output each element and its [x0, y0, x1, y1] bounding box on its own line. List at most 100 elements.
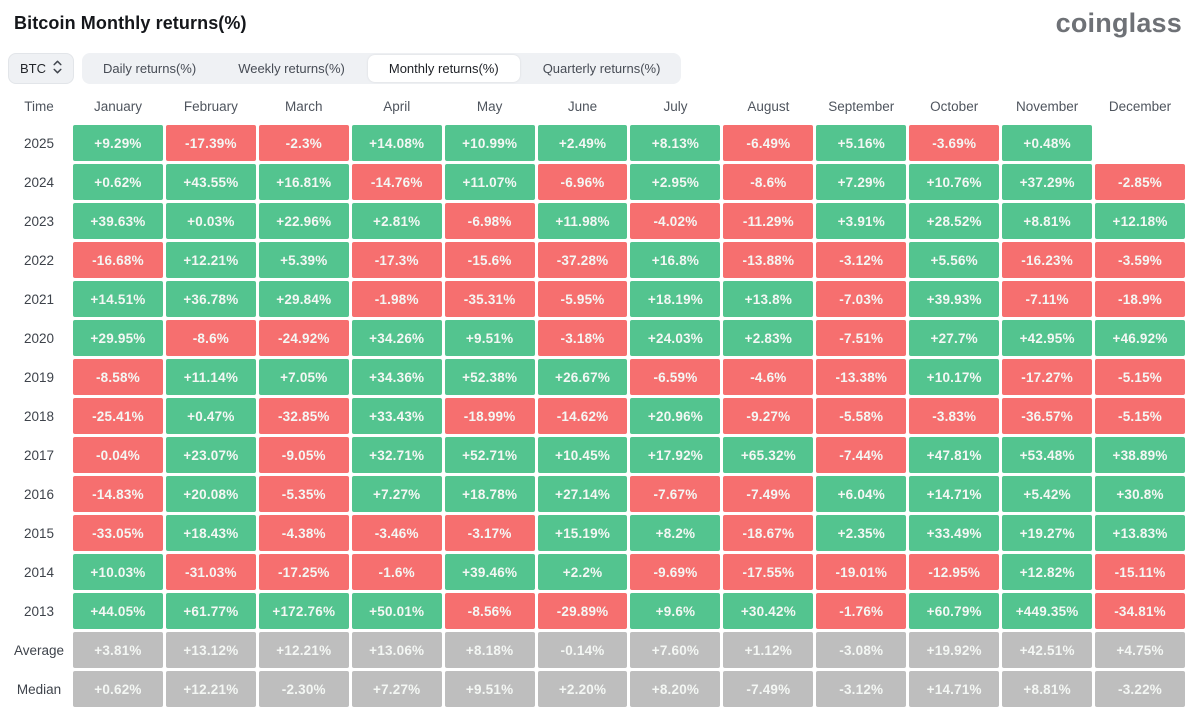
- return-cell: +2.95%: [630, 164, 721, 200]
- return-cell: +2.81%: [351, 203, 442, 239]
- tab-monthly-returns[interactable]: Monthly returns(%): [367, 55, 520, 82]
- returns-table: 2025 +9.29% -17.39% -2.3% +14.08% +10.99% +2.4…: [8, 125, 1185, 707]
- return-cell: -5.58%: [816, 398, 907, 434]
- return-cell: -13.38%: [816, 359, 907, 395]
- row-label: Average: [13, 642, 65, 658]
- table-header-row: Time January February March April May June Jul…: [8, 91, 1185, 122]
- return-cell: -17.27%: [1002, 359, 1093, 395]
- return-cell: +60.79%: [909, 593, 1000, 629]
- return-cell: +1.12%: [723, 632, 814, 668]
- return-cell: -37.28%: [537, 242, 628, 278]
- return-cell: -32.85%: [258, 398, 349, 434]
- return-cell: +449.35%: [1002, 593, 1093, 629]
- row-label: 2014: [23, 564, 55, 580]
- return-cell: +12.82%: [1002, 554, 1093, 590]
- return-cell: +14.71%: [909, 671, 1000, 707]
- month-header: October: [930, 99, 979, 114]
- return-cell: +42.51%: [1002, 632, 1093, 668]
- return-cell: -8.6%: [723, 164, 814, 200]
- return-cell: +9.51%: [444, 671, 535, 707]
- return-cell: +11.07%: [444, 164, 535, 200]
- return-cell: +26.67%: [537, 359, 628, 395]
- month-header: April: [383, 99, 411, 114]
- return-cell: -4.38%: [258, 515, 349, 551]
- return-cell: +8.81%: [1002, 203, 1093, 239]
- return-cell: -18.9%: [1095, 281, 1185, 317]
- return-cell: -5.95%: [537, 281, 628, 317]
- return-cell: -3.59%: [1095, 242, 1185, 278]
- return-cell: +2.83%: [723, 320, 814, 356]
- row-label: 2017: [23, 447, 55, 463]
- return-cell: +0.62%: [73, 164, 163, 200]
- month-header: February: [183, 99, 238, 114]
- tab-quarterly-returns[interactable]: Quarterly returns(%): [542, 61, 661, 76]
- return-cell: +30.8%: [1095, 476, 1185, 512]
- return-cell: +38.89%: [1095, 437, 1185, 473]
- month-header: December: [1108, 99, 1172, 114]
- page-title: Bitcoin Monthly returns(%): [14, 13, 247, 33]
- return-cell: +18.78%: [444, 476, 535, 512]
- return-cell: -18.67%: [723, 515, 814, 551]
- row-label: 2018: [23, 408, 55, 424]
- return-cell: +28.52%: [909, 203, 1000, 239]
- return-cell: -17.3%: [351, 242, 442, 278]
- symbol-select[interactable]: BTC: [8, 53, 74, 84]
- return-cell: -18.99%: [444, 398, 535, 434]
- return-cell: -0.14%: [537, 632, 628, 668]
- tab-daily-returns[interactable]: Daily returns(%): [103, 61, 197, 76]
- return-cell: -1.98%: [351, 281, 442, 317]
- return-cell: -24.92%: [258, 320, 349, 356]
- return-cell: +5.16%: [816, 125, 907, 161]
- return-cell: +47.81%: [909, 437, 1000, 473]
- return-cell: -15.6%: [444, 242, 535, 278]
- return-cell: +10.45%: [537, 437, 628, 473]
- month-header: September: [828, 99, 895, 114]
- return-cell: +11.98%: [537, 203, 628, 239]
- return-cell: +53.48%: [1002, 437, 1093, 473]
- updown-chevrons-icon: [53, 60, 62, 77]
- return-cell: -31.03%: [165, 554, 256, 590]
- return-cell: +27.7%: [909, 320, 1000, 356]
- return-cell: -3.08%: [816, 632, 907, 668]
- month-header: November: [1015, 99, 1079, 114]
- month-header: August: [747, 99, 790, 114]
- return-cell: -17.25%: [258, 554, 349, 590]
- month-header: January: [93, 99, 142, 114]
- return-cell: -5.15%: [1095, 359, 1185, 395]
- return-cell: +7.27%: [351, 671, 442, 707]
- return-cell: +0.47%: [165, 398, 256, 434]
- return-cell: +10.17%: [909, 359, 1000, 395]
- return-cell: -3.17%: [444, 515, 535, 551]
- return-cell: +29.84%: [258, 281, 349, 317]
- return-cell: +16.8%: [630, 242, 721, 278]
- month-header: July: [663, 99, 688, 114]
- row-label: 2013: [23, 603, 55, 619]
- return-cell: +13.06%: [351, 632, 442, 668]
- return-cell: +46.92%: [1095, 320, 1185, 356]
- return-cell: +34.36%: [351, 359, 442, 395]
- return-cell: +27.14%: [537, 476, 628, 512]
- time-column-header: Time: [24, 99, 54, 114]
- return-cell: -2.30%: [258, 671, 349, 707]
- return-cell: +8.13%: [630, 125, 721, 161]
- month-header: March: [285, 99, 323, 114]
- tab-weekly-returns[interactable]: Weekly returns(%): [238, 61, 345, 76]
- return-cell: +2.2%: [537, 554, 628, 590]
- return-cell: +9.6%: [630, 593, 721, 629]
- return-cell: -14.83%: [73, 476, 163, 512]
- return-cell: +14.08%: [351, 125, 442, 161]
- return-cell: +8.20%: [630, 671, 721, 707]
- row-label: 2024: [23, 174, 55, 190]
- return-cell: -1.76%: [816, 593, 907, 629]
- return-cell: +172.76%: [258, 593, 349, 629]
- return-cell: +39.46%: [444, 554, 535, 590]
- return-cell: +30.42%: [723, 593, 814, 629]
- return-cell: -7.49%: [723, 671, 814, 707]
- return-cell: -33.05%: [73, 515, 163, 551]
- return-cell: [1095, 125, 1185, 161]
- return-cell: +65.32%: [723, 437, 814, 473]
- return-cell: +0.62%: [73, 671, 163, 707]
- row-label: 2020: [23, 330, 55, 346]
- return-cell: -35.31%: [444, 281, 535, 317]
- row-label: 2023: [23, 213, 55, 229]
